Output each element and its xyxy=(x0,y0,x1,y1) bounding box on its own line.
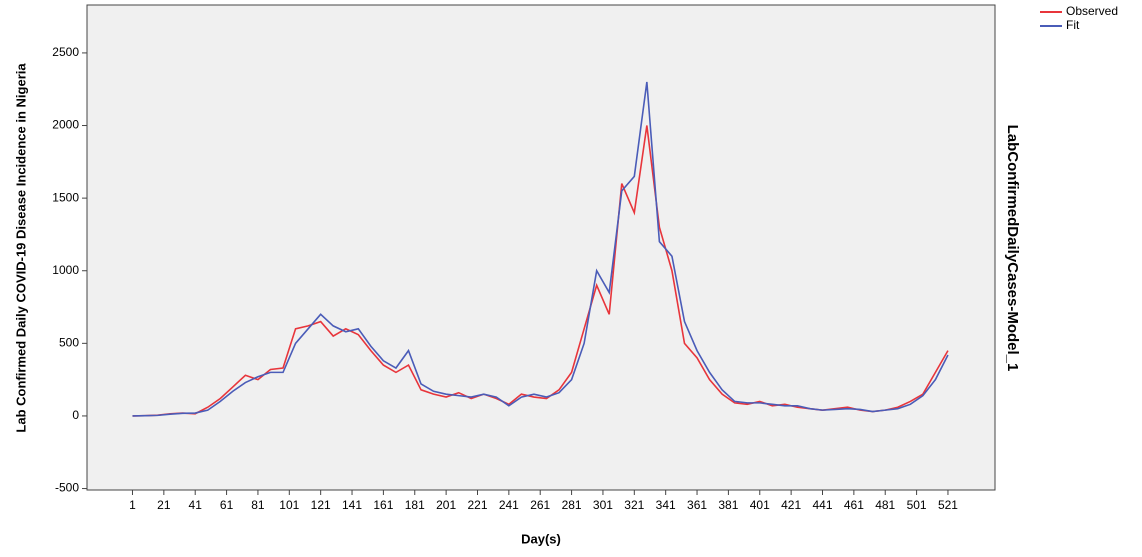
x-tick-label: 141 xyxy=(342,498,362,512)
right-label: LabConfirmedDailyCases-Model_1 xyxy=(1004,125,1021,372)
x-tick-label: 81 xyxy=(251,498,265,512)
y-tick-label: 1000 xyxy=(52,263,79,277)
x-tick-label: 281 xyxy=(562,498,582,512)
legend-label: Observed xyxy=(1066,4,1118,18)
plot-area xyxy=(86,4,996,491)
y-axis-title: Lab Confirmed Daily COVID-19 Disease Inc… xyxy=(13,63,28,433)
x-tick-label: 1 xyxy=(129,498,136,512)
x-tick-label: 441 xyxy=(812,498,832,512)
x-tick-label: 121 xyxy=(311,498,331,512)
x-axis-title: Day(s) xyxy=(521,531,561,546)
x-tick-label: 461 xyxy=(844,498,864,512)
y-tick-label: 2500 xyxy=(52,45,79,59)
y-tick-label: -500 xyxy=(55,481,79,495)
x-tick-label: 341 xyxy=(656,498,676,512)
x-tick-label: 61 xyxy=(220,498,234,512)
x-tick-label: 261 xyxy=(530,498,550,512)
x-tick-label: 321 xyxy=(624,498,644,512)
x-tick-label: 161 xyxy=(373,498,393,512)
y-tick-label: 0 xyxy=(72,408,79,422)
x-tick-label: 501 xyxy=(907,498,927,512)
x-tick-label: 481 xyxy=(875,498,895,512)
x-tick-label: 181 xyxy=(405,498,425,512)
x-tick-label: 521 xyxy=(938,498,958,512)
x-tick-label: 21 xyxy=(157,498,171,512)
x-tick-label: 41 xyxy=(189,498,203,512)
y-tick-label: 2000 xyxy=(52,118,79,132)
x-tick-label: 361 xyxy=(687,498,707,512)
x-tick-label: 201 xyxy=(436,498,456,512)
x-tick-label: 301 xyxy=(593,498,613,512)
y-tick-label: 500 xyxy=(59,336,79,350)
y-tick-label: 1500 xyxy=(52,190,79,204)
x-tick-label: 421 xyxy=(781,498,801,512)
x-tick-label: 101 xyxy=(279,498,299,512)
x-tick-label: 241 xyxy=(499,498,519,512)
x-tick-label: 221 xyxy=(467,498,487,512)
x-tick-label: 381 xyxy=(718,498,738,512)
series-line xyxy=(132,81,949,417)
x-tick-label: 401 xyxy=(750,498,770,512)
legend-label: Fit xyxy=(1066,18,1080,32)
